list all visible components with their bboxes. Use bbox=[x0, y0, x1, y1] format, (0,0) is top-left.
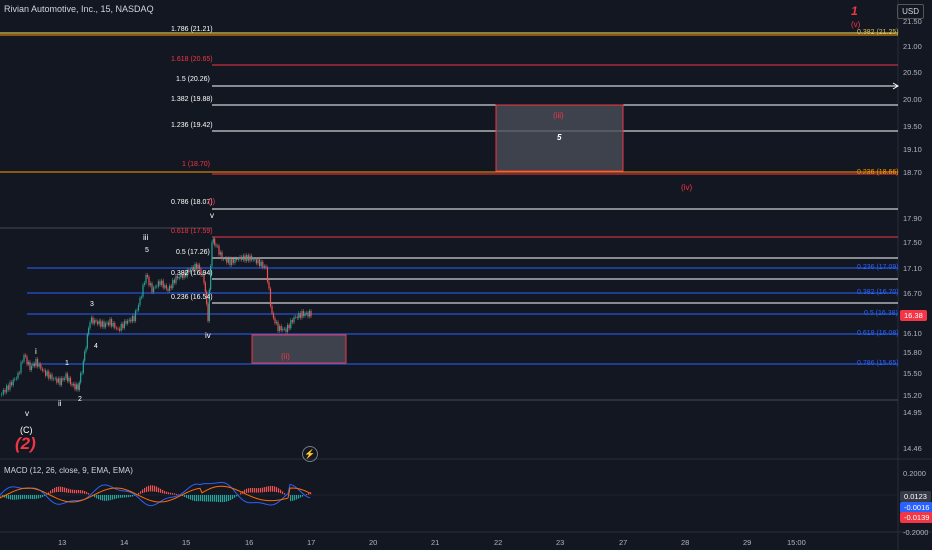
price-candles bbox=[1, 236, 312, 397]
fib-label: 0.618 (16.08) bbox=[857, 330, 899, 337]
wave-label-sub-1[interactable]: 1 bbox=[65, 360, 69, 367]
price-label: 17.10 bbox=[903, 264, 922, 273]
wave-label-ii[interactable]: (ii) bbox=[281, 352, 290, 361]
last-price-tag: 16.38 bbox=[900, 310, 927, 321]
fib-label: 0.618 (17.59) bbox=[171, 228, 213, 235]
wave-label-v[interactable]: (v) bbox=[851, 20, 861, 29]
fib-extension-lines[interactable] bbox=[0, 32, 898, 401]
wave-label-minor-v-low[interactable]: v bbox=[25, 409, 29, 418]
wave-label-C[interactable]: (C) bbox=[20, 425, 33, 435]
chart-title: Rivian Automotive, Inc., 15, NASDAQ bbox=[4, 4, 154, 14]
fib-label: 0.5 (16.38) bbox=[864, 310, 898, 317]
price-label: 17.90 bbox=[903, 214, 922, 223]
macd-value-tag: 0.0123 bbox=[900, 491, 931, 502]
price-label: 20.00 bbox=[903, 95, 922, 104]
fib-label: 0.236 (17.09) bbox=[857, 264, 899, 271]
time-label: 28 bbox=[681, 538, 690, 547]
fib-label: 1.618 (20.65) bbox=[171, 56, 213, 63]
price-label: 15.20 bbox=[903, 391, 922, 400]
time-label: 15:00 bbox=[787, 538, 806, 547]
time-label: 21 bbox=[431, 538, 440, 547]
time-label: 14 bbox=[120, 538, 129, 547]
target-box-ii[interactable] bbox=[251, 334, 347, 364]
macd-signal-tag: -0.0016 bbox=[900, 502, 932, 513]
wave-label-minor-i[interactable]: i bbox=[35, 347, 37, 356]
price-label: 16.10 bbox=[903, 329, 922, 338]
fib-label: 1.236 (19.42) bbox=[171, 122, 213, 129]
lightning-icon[interactable]: ⚡ bbox=[302, 446, 318, 462]
time-label: 20 bbox=[369, 538, 378, 547]
wave-label-1[interactable]: 1 bbox=[851, 4, 858, 18]
fib-label: 0.236 (18.66) bbox=[857, 169, 899, 176]
target-box-iii[interactable] bbox=[495, 104, 624, 172]
time-label: 23 bbox=[556, 538, 565, 547]
wave-label-5[interactable]: 5 bbox=[557, 133, 562, 142]
fib-label: 0.382 (16.94) bbox=[171, 270, 213, 277]
fib-label: 0.382 (21.25) bbox=[857, 29, 899, 36]
price-label: 14.95 bbox=[903, 408, 922, 417]
fib-retracement-lines[interactable] bbox=[27, 267, 898, 365]
macd-histogram-tag: -0.0139 bbox=[900, 512, 932, 523]
wave-label-minor-v-high[interactable]: v bbox=[210, 211, 214, 220]
wave-label-minor-ii[interactable]: ii bbox=[58, 399, 62, 408]
fib-label: 0.786 (15.65) bbox=[857, 360, 899, 367]
macd-axis-label: -0.2000 bbox=[903, 528, 929, 537]
fib-label: 0.5 (17.26) bbox=[176, 249, 210, 256]
wave-label-sub-4[interactable]: 4 bbox=[94, 343, 98, 350]
price-label: 19.10 bbox=[903, 145, 922, 154]
wave-label-iii[interactable]: (iii) bbox=[553, 111, 564, 120]
price-label: 16.70 bbox=[903, 289, 922, 298]
wave-label-sub-3[interactable]: 3 bbox=[90, 301, 94, 308]
macd-pane bbox=[0, 481, 898, 507]
fib-label: 0.236 (16.54) bbox=[171, 294, 213, 301]
wave-label-iv[interactable]: (iv) bbox=[681, 183, 693, 192]
price-label: 20.50 bbox=[903, 68, 922, 77]
price-label: 15.50 bbox=[903, 369, 922, 378]
price-label: 15.80 bbox=[903, 348, 922, 357]
currency-button[interactable]: USD bbox=[897, 4, 924, 19]
time-label: 17 bbox=[307, 538, 316, 547]
time-label: 22 bbox=[494, 538, 503, 547]
wave-label-sub-5[interactable]: 5 bbox=[145, 247, 149, 254]
time-label: 13 bbox=[58, 538, 67, 547]
wave-label-2[interactable]: (2) bbox=[15, 434, 36, 453]
fib-label: 1 (18.70) bbox=[182, 161, 211, 168]
price-label: 14.46 bbox=[903, 444, 922, 453]
wave-label-minor-iii[interactable]: iii bbox=[143, 233, 149, 242]
fib-label: 0.382 (16.70) bbox=[857, 289, 899, 296]
wave-label-sub-2[interactable]: 2 bbox=[78, 396, 82, 403]
price-label: 21.00 bbox=[903, 42, 922, 51]
wave-label-i[interactable]: (i) bbox=[208, 197, 216, 206]
time-label: 27 bbox=[619, 538, 628, 547]
macd-axis-label: 0.2000 bbox=[903, 469, 926, 478]
macd-indicator-title[interactable]: MACD (12, 26, close, 9, EMA, EMA) bbox=[4, 466, 133, 475]
wave-label-minor-iv[interactable]: iv bbox=[205, 331, 211, 340]
price-label: 19.50 bbox=[903, 122, 922, 131]
price-label: 18.70 bbox=[903, 168, 922, 177]
price-label: 21.50 bbox=[903, 17, 922, 26]
price-label: 17.50 bbox=[903, 238, 922, 247]
fib-label: 1.5 (20.26) bbox=[176, 76, 210, 83]
time-label: 15 bbox=[182, 538, 191, 547]
time-label: 16 bbox=[245, 538, 254, 547]
fib-label: 1.382 (19.88) bbox=[171, 96, 213, 103]
fib-label: 1.786 (21.21) bbox=[171, 26, 213, 33]
fib-label: 0.786 (18.07) bbox=[171, 199, 213, 206]
time-label: 29 bbox=[743, 538, 752, 547]
